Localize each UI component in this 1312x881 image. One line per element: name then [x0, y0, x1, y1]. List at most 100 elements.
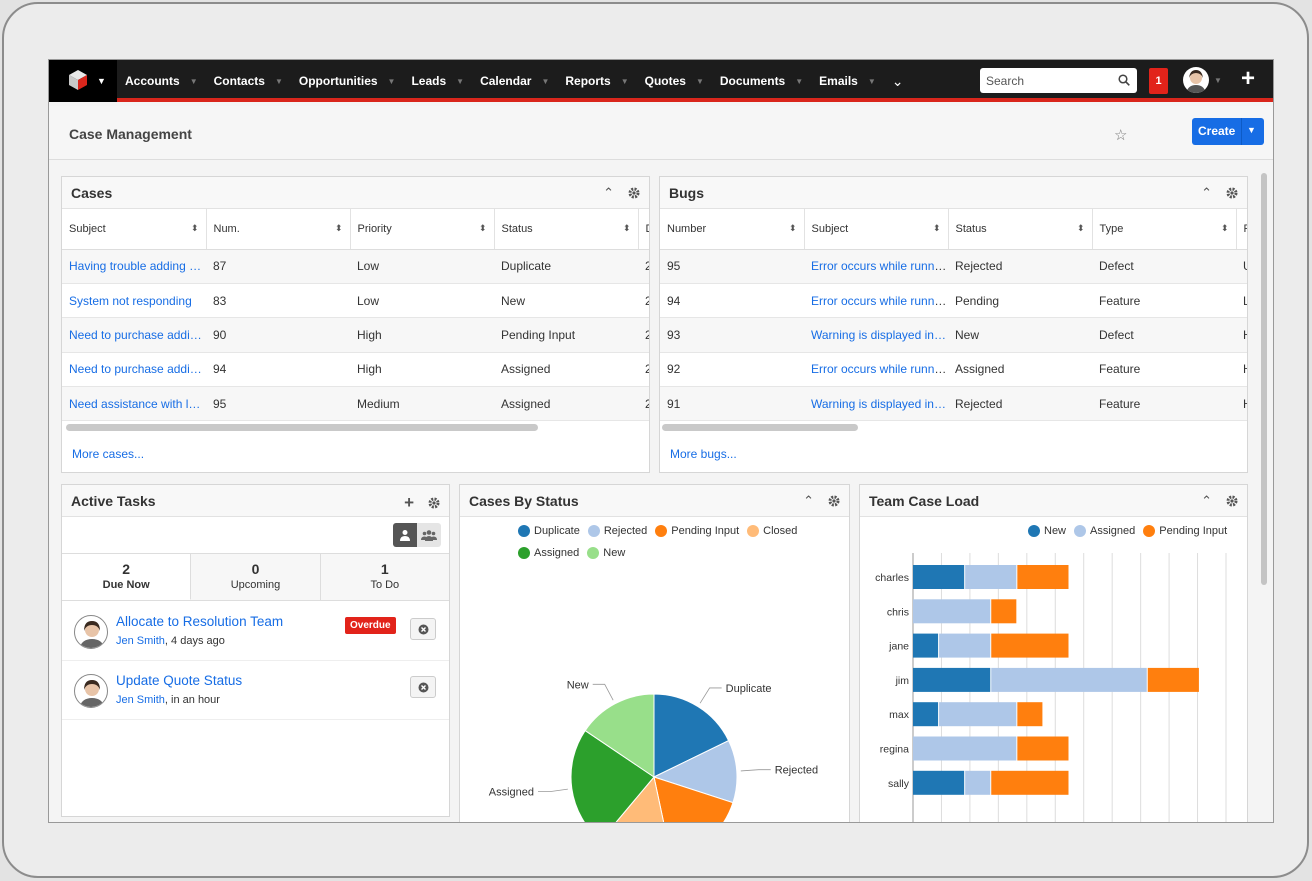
bar-segment-assigned[interactable]	[991, 667, 1147, 692]
column-header[interactable]: Num. ⬍	[206, 209, 351, 250]
table-row[interactable]: 91 Warning is displayed in… Rejected Featur…	[660, 386, 1247, 422]
bar-segment-pending-input[interactable]	[991, 599, 1017, 624]
app-logo-menu[interactable]: ▼	[49, 60, 117, 102]
collapse-chevron-icon[interactable]: ⌃	[603, 185, 614, 200]
pie-slice-pending-input[interactable]	[653, 776, 734, 823]
legend-item[interactable]: Assigned	[1074, 520, 1135, 542]
chevron-down-icon[interactable]: ▼	[274, 76, 283, 86]
collapse-chevron-icon[interactable]: ⌃	[803, 493, 814, 508]
chevron-down-icon[interactable]: ▼	[541, 76, 550, 86]
gear-icon[interactable]	[1226, 495, 1238, 507]
bar-segment-new[interactable]	[913, 565, 965, 589]
chevron-down-icon[interactable]: ▼	[620, 76, 629, 86]
bar-segment-pending-input[interactable]	[1017, 565, 1069, 589]
more-bugs-link[interactable]: More bugs...	[670, 447, 737, 461]
column-header[interactable]: Number ⬍	[660, 209, 805, 250]
search-input[interactable]	[980, 68, 1110, 93]
close-task-button[interactable]	[410, 676, 436, 698]
sort-icon[interactable]: ⬍	[622, 223, 631, 233]
record-link[interactable]: Warning is displayed in…	[811, 396, 946, 411]
chevron-down-icon[interactable]: ▼	[795, 76, 804, 86]
chevron-down-icon[interactable]: ▼	[387, 76, 396, 86]
nav-item-documents[interactable]: Documents ▼	[712, 60, 811, 102]
legend-item[interactable]: Pending Input	[1143, 520, 1227, 542]
gear-icon[interactable]	[628, 187, 640, 199]
column-header[interactable]: Type ⬍	[1092, 209, 1237, 250]
table-row[interactable]: Having trouble adding … 87 Low Duplicate 2	[62, 249, 649, 284]
record-link[interactable]: Error occurs while runni…	[811, 362, 948, 377]
column-header[interactable]: Status ⬍	[494, 209, 639, 250]
create-button[interactable]: Create ▼	[1192, 118, 1264, 145]
column-header[interactable]: Status ⬍	[948, 209, 1093, 250]
record-link[interactable]: Need assistance with l…	[69, 396, 201, 411]
bar-segment-pending-input[interactable]	[991, 770, 1069, 795]
sort-icon[interactable]: ⬍	[788, 223, 797, 233]
add-task-plus-icon[interactable]: +	[404, 493, 414, 512]
table-row[interactable]: 94 Error occurs while runni… Pending Featur…	[660, 283, 1247, 319]
nav-item-leads[interactable]: Leads ▼	[403, 60, 472, 102]
sort-icon[interactable]: ⬍	[190, 223, 199, 233]
nav-item-quotes[interactable]: Quotes ▼	[637, 60, 712, 102]
sort-icon[interactable]: ⬍	[932, 223, 941, 233]
favorite-star-icon[interactable]: ☆	[1114, 127, 1128, 144]
table-row[interactable]: 95 Error occurs while runni… Rejected Defec…	[660, 249, 1247, 284]
more-menu-chevron-icon[interactable]: ⌄	[891, 72, 904, 89]
pie-slice-closed[interactable]	[601, 775, 672, 823]
column-header[interactable]: F	[1236, 209, 1247, 250]
gear-icon[interactable]	[1226, 187, 1238, 199]
column-header[interactable]: D	[638, 209, 649, 250]
pie-slice-rejected[interactable]	[652, 739, 738, 804]
nav-item-accounts[interactable]: Accounts ▼	[117, 60, 206, 102]
nav-item-reports[interactable]: Reports ▼	[557, 60, 636, 102]
tab-upcoming[interactable]: 0 Upcoming	[191, 553, 321, 600]
task-title-link[interactable]: Allocate to Resolution Team	[116, 614, 284, 629]
bar-segment-new[interactable]	[913, 770, 965, 795]
chevron-down-icon[interactable]: ▼	[1214, 76, 1222, 85]
collapse-chevron-icon[interactable]: ⌃	[1201, 493, 1212, 508]
legend-item[interactable]: New	[587, 542, 625, 564]
column-header[interactable]: Priority ⬍	[350, 209, 495, 250]
bar-segment-assigned[interactable]	[913, 736, 1017, 761]
gear-icon[interactable]	[428, 497, 440, 509]
record-link[interactable]: Error occurs while runni…	[811, 259, 948, 274]
table-row[interactable]: Need to purchase addi… 94 High Assigned 2	[62, 352, 649, 388]
pie-slice-duplicate[interactable]	[653, 693, 730, 778]
record-link[interactable]: Need to purchase addi…	[69, 362, 202, 377]
sort-icon[interactable]: ⬍	[478, 223, 487, 233]
legend-item[interactable]: Duplicate	[518, 520, 580, 542]
bar-segment-pending-input[interactable]	[1017, 702, 1043, 727]
nav-item-calendar[interactable]: Calendar ▼	[472, 60, 557, 102]
avatar[interactable]	[74, 615, 108, 649]
record-link[interactable]: Having trouble adding …	[69, 259, 202, 274]
table-row[interactable]: Need to purchase addi… 90 High Pending Inpu…	[62, 317, 649, 353]
global-search[interactable]	[980, 68, 1137, 93]
legend-item[interactable]: Closed	[747, 520, 797, 542]
pie-slice-assigned[interactable]	[570, 729, 655, 823]
bar-segment-assigned[interactable]	[939, 702, 1017, 727]
chevron-down-icon[interactable]: ▼	[1247, 125, 1256, 135]
sort-icon[interactable]: ⬍	[1220, 223, 1229, 233]
team-tasks-group-icon[interactable]	[417, 523, 441, 547]
table-row[interactable]: 92 Error occurs while runni… Assigned Featu…	[660, 352, 1247, 388]
bar-segment-pending-input[interactable]	[991, 633, 1069, 658]
bar-segment-new[interactable]	[913, 702, 939, 727]
nav-item-opportunities[interactable]: Opportunities ▼	[291, 60, 404, 102]
legend-item[interactable]: Assigned	[518, 542, 579, 564]
tab-to-do[interactable]: 1 To Do	[320, 553, 449, 600]
sort-icon[interactable]: ⬍	[1076, 223, 1085, 233]
bar-segment-assigned[interactable]	[913, 599, 991, 624]
column-header[interactable]: Subject ⬍	[62, 209, 207, 250]
bar-segment-assigned[interactable]	[939, 633, 991, 658]
table-row[interactable]: System not responding 83 Low New 2	[62, 283, 649, 319]
chevron-down-icon[interactable]: ▼	[189, 76, 198, 86]
my-tasks-user-icon[interactable]	[393, 523, 417, 547]
tab-due-now[interactable]: 2 Due Now	[62, 553, 192, 600]
record-link[interactable]: Error occurs while runni…	[811, 293, 948, 308]
more-cases-link[interactable]: More cases...	[72, 447, 145, 461]
record-link[interactable]: Warning is displayed in…	[811, 327, 946, 342]
search-icon[interactable]	[1118, 74, 1130, 86]
chevron-down-icon[interactable]: ▼	[695, 76, 704, 86]
bar-segment-pending-input[interactable]	[1017, 736, 1069, 761]
legend-item[interactable]: Rejected	[587, 520, 647, 542]
bar-segment-assigned[interactable]	[965, 770, 991, 795]
